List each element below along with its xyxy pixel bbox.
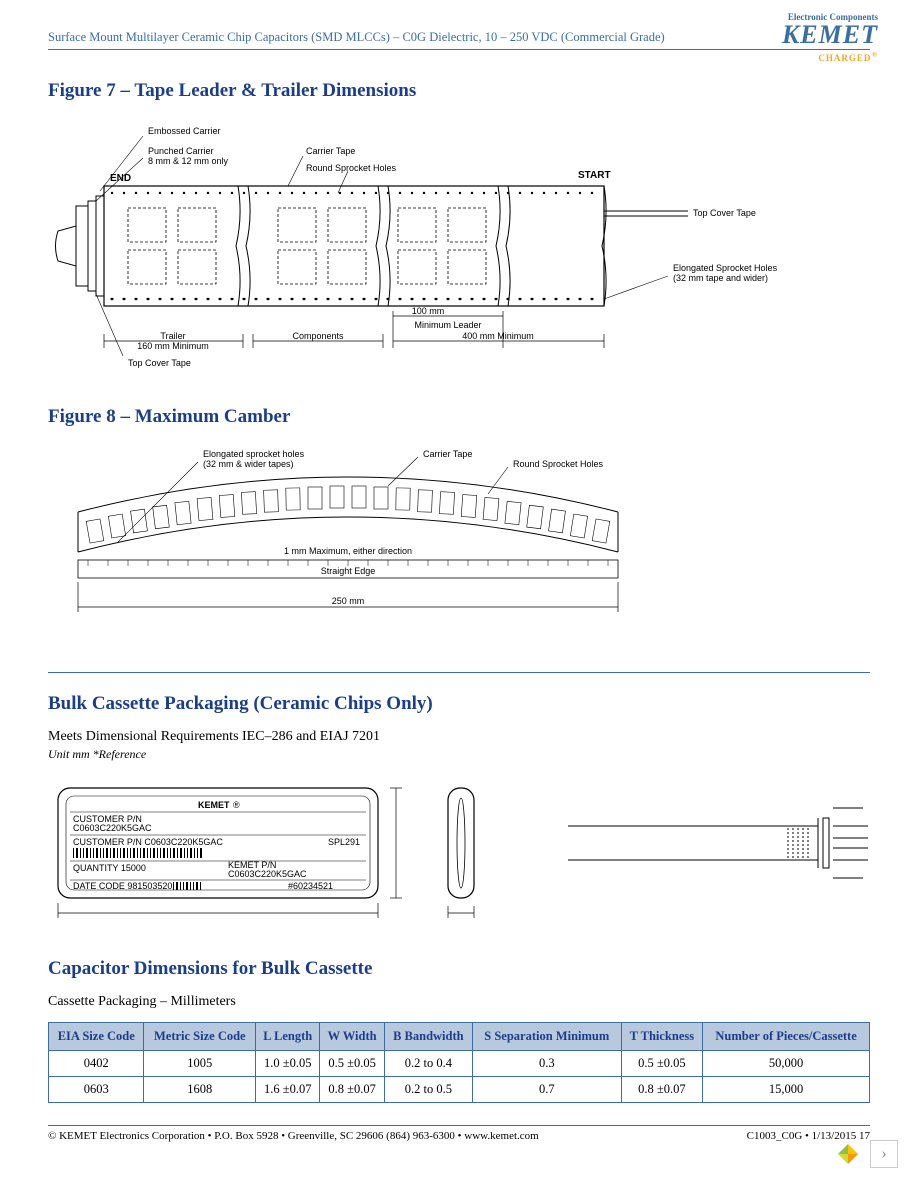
svg-text:#60234521: #60234521	[288, 881, 333, 891]
svg-text:Carrier Tape: Carrier Tape	[423, 449, 472, 459]
svg-text:Elongated sprocket holes(32 mm: Elongated sprocket holes(32 mm & wider t…	[203, 449, 305, 469]
pager: ›	[834, 1140, 898, 1168]
logo-sub: CHARGED®	[782, 50, 878, 63]
col-length: L Length	[256, 1023, 320, 1051]
svg-text:400 mm Minimum: 400 mm Minimum	[462, 331, 534, 341]
svg-text:100 mm: 100 mm	[412, 306, 445, 316]
figure-8-diagram: Elongated sprocket holes(32 mm & wider t…	[48, 442, 668, 642]
col-bandwidth: B Bandwidth	[384, 1023, 472, 1051]
page-header: Surface Mount Multilayer Ceramic Chip Ca…	[48, 30, 870, 50]
dims-title: Capacitor Dimensions for Bulk Cassette	[48, 958, 870, 980]
col-eia: EIA Size Code	[49, 1023, 144, 1051]
svg-text:Punched Carrier8 mm & 12 mm on: Punched Carrier8 mm & 12 mm only	[148, 146, 229, 166]
svg-text:Top Cover Tape: Top Cover Tape	[693, 208, 756, 218]
svg-text:Round Sprocket Holes: Round Sprocket Holes	[513, 459, 604, 469]
bulk-title: Bulk Cassette Packaging (Ceramic Chips O…	[48, 693, 870, 715]
dimensions-table: EIA Size Code Metric Size Code L Length …	[48, 1022, 870, 1103]
svg-text:CUSTOMER P/N C0603C220K5GAC: CUSTOMER P/N C0603C220K5GAC	[73, 837, 223, 847]
svg-text:C0603C220K5GAC: C0603C220K5GAC	[228, 869, 307, 879]
bulk-subtitle: Meets Dimensional Requirements IEC–286 a…	[48, 729, 870, 745]
col-thickness: T Thickness	[621, 1023, 703, 1051]
svg-text:®: ®	[233, 800, 240, 810]
svg-text:START: START	[578, 170, 611, 181]
table-row: 0402 1005 1.0 ±0.05 0.5 ±0.05 0.2 to 0.4…	[49, 1051, 870, 1077]
figure-7-diagram: Embossed Carrier Punched Carrier8 mm & 1…	[48, 116, 828, 376]
figure-7: Figure 7 – Tape Leader & Trailer Dimensi…	[48, 80, 870, 376]
col-width: W Width	[320, 1023, 384, 1051]
svg-text:1 mm Maximum, either direction: 1 mm Maximum, either direction	[284, 546, 412, 556]
table-header-row: EIA Size Code Metric Size Code L Length …	[49, 1023, 870, 1051]
logo: Electronic Components KEMET CHARGED®	[782, 12, 878, 63]
svg-text:Elongated Sprocket Holes(32 mm: Elongated Sprocket Holes(32 mm tape and …	[673, 263, 778, 283]
unit-note: Unit mm *Reference	[48, 747, 870, 762]
next-page-button[interactable]: ›	[870, 1140, 898, 1168]
svg-text:Round Sprocket Holes: Round Sprocket Holes	[306, 163, 397, 173]
figure-8-title: Figure 8 – Maximum Camber	[48, 406, 870, 428]
col-separation: S Separation Minimum	[472, 1023, 621, 1051]
svg-text:Embossed Carrier: Embossed Carrier	[148, 126, 221, 136]
col-metric: Metric Size Code	[144, 1023, 256, 1051]
page-footer: © KEMET Electronics Corporation • P.O. B…	[48, 1125, 870, 1142]
header-title: Surface Mount Multilayer Ceramic Chip Ca…	[48, 30, 665, 45]
table-row: 0603 1608 1.6 ±0.07 0.8 ±0.07 0.2 to 0.5…	[49, 1077, 870, 1103]
svg-text:DATE CODE 981503520: DATE CODE 981503520	[73, 881, 172, 891]
cassette-diagram: KEMET ® CUSTOMER P/N C0603C220K5GAC CUST…	[48, 778, 868, 928]
svg-text:Top Cover Tape: Top Cover Tape	[128, 358, 191, 368]
svg-text:QUANTITY 15000: QUANTITY 15000	[73, 863, 146, 873]
svg-text:Trailer160 mm Minimum: Trailer160 mm Minimum	[137, 331, 209, 351]
svg-text:Straight Edge: Straight Edge	[321, 566, 376, 576]
svg-text:KEMET: KEMET	[198, 800, 230, 810]
logo-main: KEMET	[782, 20, 878, 50]
svg-text:Components: Components	[292, 331, 344, 341]
bulk-cassette-section: Bulk Cassette Packaging (Ceramic Chips O…	[48, 693, 870, 928]
svg-text:Minimum Leader: Minimum Leader	[414, 320, 481, 330]
dims-subtitle: Cassette Packaging – Millimeters	[48, 994, 870, 1010]
chevron-right-icon: ›	[881, 1145, 886, 1163]
figure-8: Figure 8 – Maximum Camber	[48, 406, 870, 642]
col-pieces: Number of Pieces/Cassette	[703, 1023, 870, 1051]
svg-text:SPL291: SPL291	[328, 837, 360, 847]
divider	[48, 672, 870, 673]
figure-7-title: Figure 7 – Tape Leader & Trailer Dimensi…	[48, 80, 870, 102]
svg-text:250 mm: 250 mm	[332, 596, 365, 606]
dimensions-section: Capacitor Dimensions for Bulk Cassette C…	[48, 958, 870, 1103]
footer-left: © KEMET Electronics Corporation • P.O. B…	[48, 1130, 539, 1142]
svg-text:END: END	[110, 173, 131, 184]
svg-text:C0603C220K5GAC: C0603C220K5GAC	[73, 823, 152, 833]
pager-logo-icon	[834, 1140, 862, 1168]
svg-text:Carrier Tape: Carrier Tape	[306, 146, 355, 156]
